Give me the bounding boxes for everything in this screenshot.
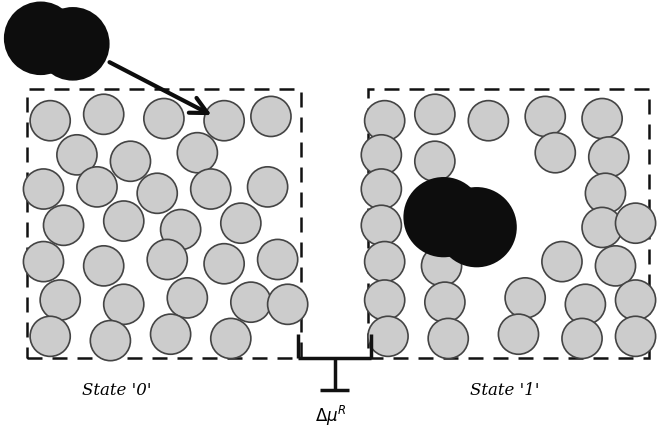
Ellipse shape [535,133,575,173]
Ellipse shape [425,282,465,322]
Ellipse shape [204,101,244,141]
Ellipse shape [585,174,626,214]
Ellipse shape [595,246,636,286]
Ellipse shape [57,135,97,176]
Ellipse shape [415,142,455,182]
Ellipse shape [23,242,64,282]
Bar [368,89,649,358]
Ellipse shape [104,201,144,242]
Ellipse shape [191,170,231,210]
Ellipse shape [562,319,602,359]
Text: State '1': State '1' [470,381,540,398]
Ellipse shape [43,206,84,246]
Ellipse shape [615,204,656,244]
Ellipse shape [137,174,177,214]
Ellipse shape [368,317,408,357]
Ellipse shape [565,285,605,325]
Ellipse shape [30,101,70,141]
Ellipse shape [421,246,462,286]
Ellipse shape [437,187,517,268]
Ellipse shape [361,135,401,176]
Ellipse shape [110,142,151,182]
Ellipse shape [23,170,64,210]
Ellipse shape [615,317,656,357]
Ellipse shape [582,99,622,139]
Ellipse shape [211,319,251,359]
Ellipse shape [468,101,508,141]
Ellipse shape [415,95,455,135]
Ellipse shape [90,321,130,361]
Ellipse shape [36,8,110,81]
Ellipse shape [525,97,565,137]
Ellipse shape [361,170,401,210]
Ellipse shape [221,204,261,244]
Ellipse shape [582,208,622,248]
Ellipse shape [167,278,207,318]
Ellipse shape [104,285,144,325]
Ellipse shape [147,240,187,280]
Text: State '0': State '0' [82,381,152,398]
Ellipse shape [258,240,298,280]
Ellipse shape [615,280,656,320]
Ellipse shape [177,133,217,173]
Ellipse shape [77,167,117,207]
Ellipse shape [248,167,288,207]
Ellipse shape [84,95,124,135]
Ellipse shape [30,317,70,357]
Ellipse shape [251,97,291,137]
Ellipse shape [4,3,78,76]
Ellipse shape [231,282,271,322]
Text: $\Delta\mu^{R}$: $\Delta\mu^{R}$ [315,403,347,426]
Ellipse shape [365,101,405,141]
Ellipse shape [361,206,401,246]
Ellipse shape [144,99,184,139]
Ellipse shape [542,242,582,282]
Ellipse shape [151,314,191,354]
Bar [27,89,301,358]
Ellipse shape [161,210,201,250]
Ellipse shape [40,280,80,320]
Ellipse shape [365,242,405,282]
Ellipse shape [268,285,308,325]
Ellipse shape [428,319,468,359]
Ellipse shape [505,278,545,318]
Ellipse shape [204,244,244,284]
Ellipse shape [498,314,539,354]
Ellipse shape [403,178,484,258]
Ellipse shape [84,246,124,286]
Ellipse shape [365,280,405,320]
Ellipse shape [589,138,629,178]
